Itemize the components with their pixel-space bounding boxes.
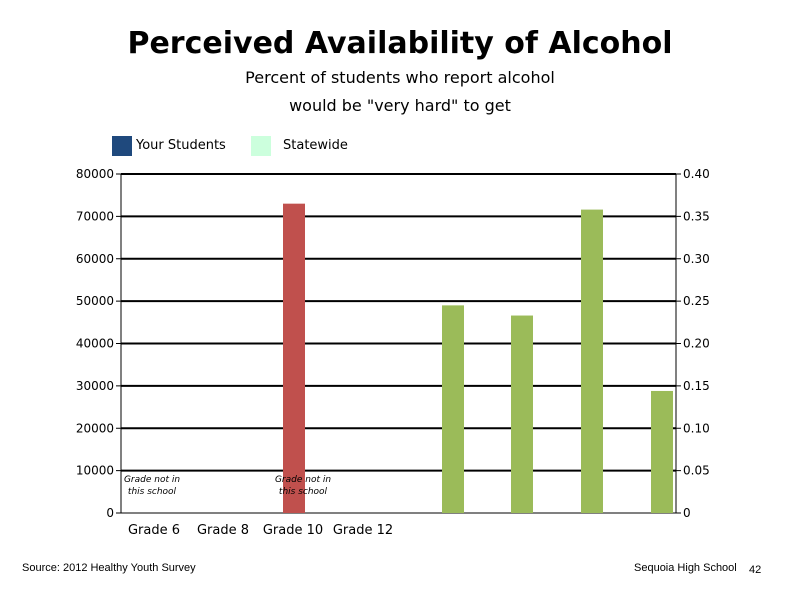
right-axis-tick-label: 0.40 [683, 167, 710, 181]
chart-subtitle-line-1: Percent of students who report alcohol [245, 68, 555, 87]
bar [283, 203, 305, 513]
legend-swatch-statewide [251, 136, 271, 156]
right-axis-tick-label: 0.30 [683, 252, 710, 266]
annotation-grade-not-in-school: this school [128, 487, 177, 497]
left-axis-tick-label: 70000 [76, 209, 114, 223]
left-axis-tick-label: 30000 [76, 379, 114, 393]
left-axis-tick-label: 20000 [76, 421, 114, 435]
left-axis-tick-label: 0 [106, 506, 114, 520]
right-axis-tick-label: 0 [683, 506, 691, 520]
x-axis-category-label: Grade 12 [333, 523, 393, 538]
left-axis-tick-label: 10000 [76, 464, 114, 478]
bar [651, 390, 673, 513]
school-name: Sequoia High School [634, 562, 737, 574]
legend-label-statewide: Statewide [283, 138, 348, 153]
annotation-grade-not-in-school: Grade not in [124, 475, 180, 485]
left-axis-tick-label: 80000 [76, 167, 114, 181]
right-axis-tick-label: 0.35 [683, 209, 710, 223]
source-note: Source: 2012 Healthy Youth Survey [22, 562, 196, 574]
x-axis-category-label: Grade 6 [128, 523, 180, 538]
bar [581, 209, 603, 513]
x-axis-category-label: Grade 8 [197, 523, 249, 538]
right-axis-tick-label: 0.10 [683, 421, 710, 435]
legend-swatch-your-students [112, 136, 132, 156]
annotation-grade-not-in-school: Grade not in [275, 475, 331, 485]
legend-label-your-students: Your Students [136, 138, 226, 153]
bar [511, 315, 533, 513]
right-axis-tick-label: 0.15 [683, 379, 710, 393]
bar [442, 305, 464, 513]
left-axis-tick-label: 50000 [76, 294, 114, 308]
chart-subtitle-line-2: would be "very hard" to get [289, 96, 511, 115]
right-axis-tick-label: 0.20 [683, 337, 710, 351]
chart-title: Perceived Availability of Alcohol [127, 26, 673, 61]
right-axis-tick-label: 0.05 [683, 464, 710, 478]
annotation-grade-not-in-school: this school [279, 487, 328, 497]
left-axis-tick-label: 60000 [76, 252, 114, 266]
left-axis-tick-label: 40000 [76, 337, 114, 351]
page-number: 42 [749, 564, 762, 576]
right-axis-tick-label: 0.25 [683, 294, 710, 308]
x-axis-category-label: Grade 10 [263, 523, 323, 538]
